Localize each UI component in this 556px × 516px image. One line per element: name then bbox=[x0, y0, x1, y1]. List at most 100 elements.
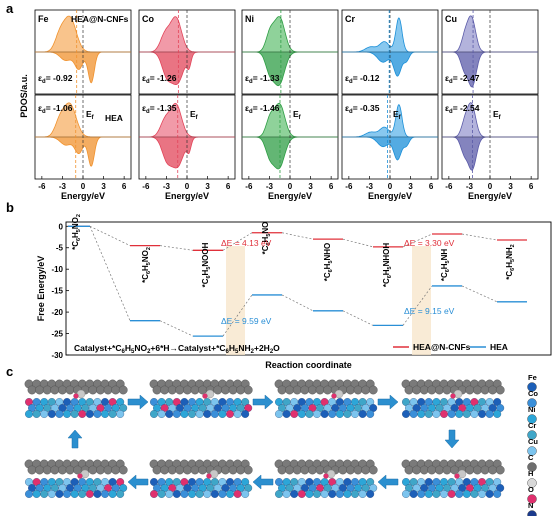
metal-atom bbox=[335, 490, 344, 498]
metal-atom bbox=[493, 410, 502, 418]
x-tick-label: 6 bbox=[226, 182, 231, 191]
x-tick-label: 6 bbox=[529, 182, 534, 191]
metal-atom bbox=[275, 410, 283, 418]
d-band-center-label: εd= -1.06 bbox=[38, 103, 73, 115]
x-axis-label: Energy/eV bbox=[368, 191, 412, 201]
arrow-7-8 bbox=[127, 474, 149, 490]
metal-atom bbox=[93, 410, 102, 418]
model-6 bbox=[149, 459, 253, 498]
carbon-atom bbox=[442, 465, 452, 475]
carbon-atom bbox=[220, 465, 230, 475]
carbon-atom bbox=[338, 465, 348, 475]
connector bbox=[461, 285, 498, 303]
carbon-atom bbox=[285, 385, 294, 395]
element-name: Cr bbox=[345, 14, 355, 24]
reaction-equation: Catalyst+*C6H5NO2+6*H→Catalyst+*C6H5NH2+… bbox=[74, 343, 280, 355]
metal-atom bbox=[70, 490, 79, 498]
carbon-atom bbox=[88, 465, 98, 475]
y-tick-label: -25 bbox=[51, 330, 63, 339]
carbon-atom bbox=[277, 465, 287, 475]
pdos-panel-co: εd= -1.26 εd= -1.35 Ef Co -6 -3 0 3 6 Energy/eV bbox=[138, 9, 236, 201]
carbon-atom bbox=[292, 385, 302, 395]
atom-legend-swatch bbox=[527, 382, 537, 392]
carbon-atom bbox=[361, 465, 370, 475]
connector bbox=[159, 245, 194, 251]
metal-atom bbox=[108, 490, 117, 498]
legend-label: HEA bbox=[490, 342, 508, 352]
carbon-atom bbox=[160, 385, 170, 395]
d-band-center-label: εd= -1.33 bbox=[245, 73, 280, 85]
carbon-atom bbox=[103, 385, 113, 395]
x-tick-label: 6 bbox=[122, 182, 127, 191]
metal-atom bbox=[210, 410, 219, 418]
metal-atom bbox=[485, 410, 494, 418]
carbon-atom bbox=[160, 465, 170, 475]
connector bbox=[89, 226, 131, 321]
carbon-atom bbox=[243, 385, 253, 395]
carbon-atom bbox=[243, 465, 253, 475]
adsorbate-atom bbox=[206, 473, 212, 479]
x-tick-label: -3 bbox=[266, 182, 274, 191]
carbon-atom bbox=[182, 385, 192, 395]
metal-atom bbox=[470, 410, 479, 418]
metal-atom bbox=[165, 410, 174, 418]
atom-legend-swatch bbox=[527, 478, 537, 488]
carbon-atom bbox=[345, 465, 355, 475]
d-band-center-label: εd= -0.92 bbox=[38, 73, 73, 85]
plot-frame bbox=[65, 221, 552, 356]
x-tick-label: 0 bbox=[488, 182, 493, 191]
x-tick-label: 0 bbox=[388, 182, 393, 191]
carbon-atom bbox=[495, 465, 505, 475]
metal-atom bbox=[351, 490, 359, 498]
atom-legend-label: C bbox=[528, 453, 534, 462]
x-tick-label: 3 bbox=[205, 182, 210, 191]
model-7 bbox=[274, 459, 378, 498]
rate-limiting-band bbox=[412, 246, 431, 355]
carbon-atom bbox=[42, 465, 52, 475]
carbon-atom bbox=[307, 385, 317, 395]
metal-atom bbox=[313, 410, 321, 418]
x-tick-label: 6 bbox=[429, 182, 434, 191]
carbon-atom bbox=[88, 385, 98, 395]
arrow-3-4 bbox=[377, 394, 399, 410]
metal-atom bbox=[150, 490, 158, 498]
carbon-atom bbox=[96, 385, 105, 395]
metal-atom bbox=[101, 410, 109, 418]
metal-atom bbox=[424, 410, 433, 418]
step-label: *C6H5NHO bbox=[323, 243, 334, 282]
x-tick-label: -6 bbox=[38, 182, 46, 191]
x-tick-label: 6 bbox=[329, 182, 334, 191]
element-name: Co bbox=[142, 14, 154, 24]
carbon-atom bbox=[111, 385, 121, 395]
metal-atom bbox=[305, 410, 314, 418]
metal-atom bbox=[297, 490, 306, 498]
fermi-label: Ef bbox=[86, 109, 95, 121]
metal-atom bbox=[47, 410, 56, 418]
metal-atom bbox=[116, 490, 125, 498]
carbon-atom bbox=[167, 465, 177, 475]
carbon-atom bbox=[404, 385, 414, 395]
metal-atom bbox=[218, 490, 227, 498]
atom-legend-label: H bbox=[528, 469, 533, 478]
metal-atom bbox=[335, 410, 344, 418]
connector bbox=[222, 294, 253, 337]
metal-atom bbox=[55, 410, 64, 418]
carbon-atom bbox=[353, 385, 363, 395]
metal-atom bbox=[25, 490, 33, 498]
carbon-atom bbox=[50, 465, 60, 475]
step-arrow-shape bbox=[252, 394, 274, 410]
carbon-atom bbox=[103, 465, 113, 475]
metal-atom bbox=[47, 490, 56, 498]
delta-e-annotation: ΔE = 9.15 eV bbox=[404, 306, 455, 316]
carbon-atom bbox=[236, 385, 246, 395]
element-name: Fe bbox=[38, 14, 49, 24]
carbon-atom bbox=[213, 385, 223, 395]
carbon-atom bbox=[465, 465, 475, 475]
metal-atom bbox=[157, 490, 166, 498]
carbon-atom bbox=[315, 465, 325, 475]
adsorbate-atom bbox=[77, 473, 83, 479]
adsorbate-atom bbox=[450, 393, 456, 399]
atom-legend-label: Ni bbox=[528, 405, 536, 414]
x-tick-label: 0 bbox=[288, 182, 293, 191]
